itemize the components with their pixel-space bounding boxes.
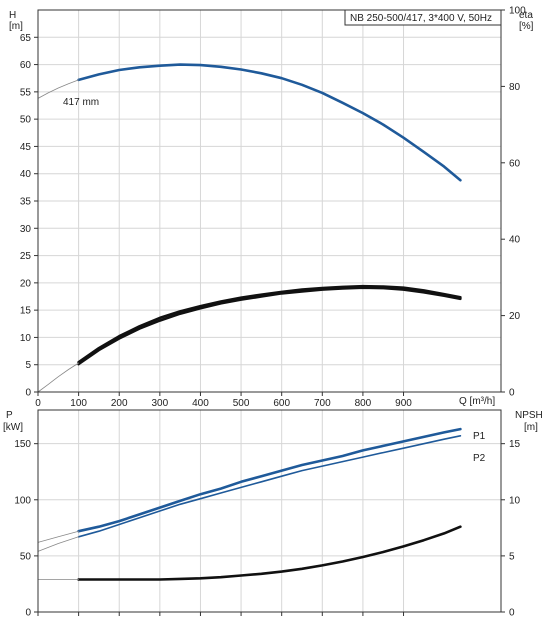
impeller-diameter-label: 417 mm xyxy=(63,97,99,108)
performance-series-right-3-line xyxy=(77,286,462,366)
h-tick-label: 10 xyxy=(20,333,32,344)
eta-tick-label: 100 xyxy=(509,6,526,17)
power-ticks: 0 50 100 150 0 5 10 15 xyxy=(14,439,520,618)
performance-ticks: 0 100 200 300 400 500 600 700 800 900051015202530… xyxy=(20,6,526,410)
performance-series-left-0-line xyxy=(77,63,462,182)
p2-series-label: P2 xyxy=(473,453,486,464)
eta-axis-label: eta xyxy=(519,10,533,21)
power-series xyxy=(37,427,462,581)
x-tick-label: 900 xyxy=(395,398,412,409)
chart-title: NB 250-500/417, 3*400 V, 50Hz xyxy=(350,13,492,24)
eta-tick-label: 0 xyxy=(509,388,515,399)
h-tick-label: 15 xyxy=(20,306,32,317)
eta-tick-label: 60 xyxy=(509,158,521,169)
eta-tick-label: 40 xyxy=(509,235,521,246)
x-tick-label: 800 xyxy=(355,398,372,409)
x-tick-label: 300 xyxy=(151,398,168,409)
h-axis-label: H xyxy=(9,10,16,21)
power-panel: 0 50 100 150 0 5 10 15 P [kW] NPSH [m] P1 P2 xyxy=(3,409,543,619)
performance-series xyxy=(37,63,462,393)
power-series-left-2-line xyxy=(37,530,79,543)
h-tick-label: 20 xyxy=(20,278,32,289)
h-tick-label: 30 xyxy=(20,224,32,235)
eta-axis-unit: [%] xyxy=(519,21,534,32)
h-tick-label: 0 xyxy=(25,388,31,399)
npsh-tick-label: 10 xyxy=(509,495,521,506)
h-axis-unit: [m] xyxy=(9,21,23,32)
npsh-tick-label: 0 xyxy=(509,608,515,619)
x-tick-label: 400 xyxy=(192,398,209,409)
h-tick-label: 35 xyxy=(20,197,32,208)
performance-series-left-1-line xyxy=(37,79,79,99)
npsh-axis-unit: [m] xyxy=(524,422,538,433)
p-axis-unit: [kW] xyxy=(3,422,23,433)
h-tick-label: 60 xyxy=(20,60,32,71)
eta-tick-label: 20 xyxy=(509,311,521,322)
x-axis-label: Q [m³/h] xyxy=(459,396,495,407)
h-tick-label: 40 xyxy=(20,169,32,180)
x-tick-label: 200 xyxy=(111,398,128,409)
performance-panel: 0 100 200 300 400 500 600 700 800 900051015202530… xyxy=(9,6,534,410)
eta-tick-label: 80 xyxy=(509,82,521,93)
title-box xyxy=(344,9,502,26)
h-tick-label: 65 xyxy=(20,33,32,44)
p-tick-label: 50 xyxy=(20,551,32,562)
p1-series-label: P1 xyxy=(473,431,486,442)
x-tick-label: 500 xyxy=(233,398,250,409)
p-tick-label: 100 xyxy=(14,495,31,506)
npsh-tick-label: 5 xyxy=(509,551,515,562)
power-series-p1-line xyxy=(77,427,462,533)
p-tick-label: 150 xyxy=(14,439,31,450)
x-tick-label: 600 xyxy=(273,398,290,409)
x-tick-label: 700 xyxy=(314,398,331,409)
h-tick-label: 55 xyxy=(20,87,32,98)
power-series-p2-line xyxy=(77,434,462,538)
performance-series-right-2-line xyxy=(77,284,462,364)
p-tick-label: 0 xyxy=(25,608,31,619)
npsh-axis-label: NPSH xyxy=(515,410,543,421)
power-plot-frame xyxy=(37,409,502,613)
x-tick-label: 100 xyxy=(70,398,87,409)
performance-series-right-4-line xyxy=(37,362,79,393)
h-tick-label: 25 xyxy=(20,251,32,262)
power-series-left-3-line xyxy=(37,536,79,552)
power-series-right-4-line xyxy=(77,525,462,581)
h-tick-label: 45 xyxy=(20,142,32,153)
x-tick-label: 0 xyxy=(35,398,41,409)
h-tick-label: 50 xyxy=(20,115,32,126)
p-axis-label: P xyxy=(6,410,13,421)
h-tick-label: 5 xyxy=(25,360,31,371)
npsh-tick-label: 15 xyxy=(509,439,521,450)
